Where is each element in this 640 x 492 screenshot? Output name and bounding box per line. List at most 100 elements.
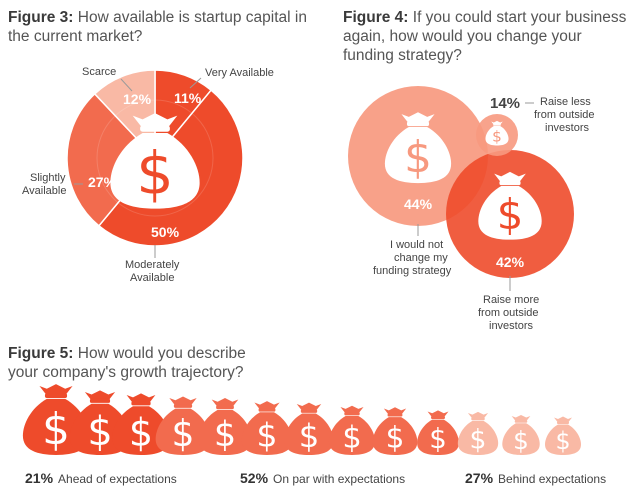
growth-bag-5-tie bbox=[216, 405, 234, 410]
label-moderately-2: Available bbox=[130, 272, 175, 284]
label-scarce: Scarce bbox=[82, 66, 117, 78]
label-slightly-1: Slightly bbox=[30, 172, 66, 184]
label-nochange-2: change my bbox=[394, 252, 448, 264]
pie-center-bag-tie bbox=[140, 125, 170, 132]
label-raise-less-2: from outside bbox=[534, 109, 595, 121]
growth-bag-3-knot bbox=[126, 393, 156, 403]
bubble-less-bag-dollar: $ bbox=[492, 128, 502, 146]
growth-bag-5: $ bbox=[198, 398, 252, 455]
growth-bag-2-tie bbox=[89, 398, 111, 403]
growth-bag-12-dollar: $ bbox=[513, 426, 529, 455]
growth-bag-1-knot bbox=[39, 384, 73, 395]
figure4-title: Figure 4: If you could start your busine… bbox=[343, 8, 633, 65]
bubble-nochange-bag-tie bbox=[406, 121, 430, 127]
figure4-question-line3: funding strategy? bbox=[343, 47, 462, 64]
growth-bag-11: $ bbox=[457, 411, 499, 455]
growth-bag-11-body bbox=[457, 420, 499, 455]
growth-bag-12: $ bbox=[502, 414, 540, 455]
figure4-label: Figure 4: bbox=[343, 9, 409, 26]
growth-bag-8: $ bbox=[328, 405, 376, 455]
label-slightly-2: Available bbox=[22, 185, 67, 197]
label-very-available: Very Available bbox=[205, 67, 274, 79]
growth-bag-4-knot bbox=[169, 396, 197, 405]
bubble-nochange-bag-dollar: $ bbox=[404, 132, 432, 183]
figure4-bubble-chart: $ $ $ bbox=[348, 86, 574, 278]
label-nochange-3: funding strategy bbox=[373, 265, 452, 277]
label-raise-more-1: Raise more bbox=[483, 294, 540, 306]
growth-bag-11-tie bbox=[471, 417, 485, 421]
pie-inner-ring bbox=[96, 99, 214, 217]
growth-bag-7-tie bbox=[300, 409, 318, 413]
label-raise-less-1: Raise less bbox=[540, 96, 591, 108]
growth-bag-8-dollar: $ bbox=[342, 420, 361, 455]
pie-pct-slightly: 27% bbox=[88, 174, 117, 190]
growth-bag-6-tie bbox=[258, 408, 276, 412]
figure5-question-line2: your company's growth trajectory? bbox=[8, 364, 244, 381]
growth-bag-13: $ bbox=[545, 416, 581, 455]
bubble-less-bag-knot bbox=[491, 120, 503, 125]
legend-behind-text: Behind expectations bbox=[498, 472, 607, 486]
growth-bag-7-body bbox=[284, 413, 334, 455]
leader-scarce bbox=[120, 78, 133, 92]
bubble-nochange-bag: $ bbox=[384, 112, 452, 184]
legend-behind-pct: 27% bbox=[465, 470, 494, 486]
bubble-less-bag: $ bbox=[485, 120, 509, 146]
figure3-title: Figure 3: How available is startup capit… bbox=[8, 8, 338, 46]
growth-bag-9-tie bbox=[387, 413, 403, 417]
growth-bag-8-tie bbox=[344, 412, 360, 416]
growth-bag-3-dollar: $ bbox=[129, 410, 153, 454]
pie-center-bag: $ bbox=[110, 113, 200, 209]
bubble-more-bag-body bbox=[478, 186, 542, 240]
growth-bag-3-body bbox=[112, 406, 170, 456]
bubble-nochange-bag-knot bbox=[401, 112, 435, 123]
growth-bag-2-knot bbox=[84, 390, 116, 400]
growth-bag-4-dollar: $ bbox=[172, 413, 195, 455]
growth-bag-11-dollar: $ bbox=[470, 424, 487, 455]
pie-center-bag-dollar: $ bbox=[136, 139, 173, 208]
growth-bag-1-tie bbox=[44, 393, 68, 398]
growth-bag-4-body bbox=[155, 408, 211, 456]
growth-bag-5-body bbox=[198, 409, 252, 455]
growth-bag-9-knot bbox=[383, 407, 407, 415]
growth-bag-13-dollar: $ bbox=[555, 427, 570, 455]
figure3-question-line2: the current market? bbox=[8, 28, 143, 45]
growth-bag-13-tie bbox=[557, 421, 569, 424]
growth-bag-9-dollar: $ bbox=[386, 421, 405, 455]
figure5-bag-row: $ $ $ $ $ $ $ $ $ $ $ $ $ bbox=[22, 384, 581, 456]
label-raise-more-2: from outside bbox=[478, 307, 539, 319]
growth-bag-9: $ bbox=[372, 407, 418, 455]
growth-bag-7-knot bbox=[296, 402, 322, 411]
bubble-more-bag-knot bbox=[494, 171, 526, 182]
label-raise-more-3: investors bbox=[489, 320, 534, 332]
leader-lines bbox=[74, 77, 534, 291]
figure5-label: Figure 5: bbox=[8, 345, 74, 362]
growth-bag-6-knot bbox=[254, 401, 280, 409]
pie-center-bag-body bbox=[110, 133, 200, 209]
growth-bag-2-dollar: $ bbox=[87, 409, 112, 455]
growth-bag-6-body bbox=[241, 412, 293, 455]
growth-bag-12-knot bbox=[511, 414, 531, 421]
bubble-pct-more: 42% bbox=[496, 254, 525, 270]
growth-bag-4-tie bbox=[173, 404, 193, 408]
growth-bag-13-knot bbox=[554, 416, 572, 422]
figure3-label: Figure 3: bbox=[8, 9, 74, 26]
figure3-question-line1: How available is startup capital in bbox=[77, 9, 307, 26]
growth-bag-6: $ bbox=[241, 401, 293, 455]
leader-very-available bbox=[189, 77, 202, 89]
bubble-less-bag-tie bbox=[493, 124, 501, 126]
legend-ahead: 21% Ahead of expectations bbox=[25, 470, 177, 486]
legend-ahead-pct: 21% bbox=[25, 470, 54, 486]
growth-bag-5-dollar: $ bbox=[214, 414, 236, 455]
legend-on-par-pct: 52% bbox=[240, 470, 269, 486]
growth-bag-7: $ bbox=[284, 402, 334, 455]
label-moderately-1: Moderately bbox=[125, 259, 180, 271]
growth-bag-12-body bbox=[502, 423, 540, 455]
growth-bag-10-tie bbox=[431, 416, 445, 420]
growth-bag-3: $ bbox=[112, 393, 170, 456]
label-raise-less-3: investors bbox=[545, 122, 590, 134]
bubble-pct-less: 14% bbox=[490, 95, 521, 112]
figure4-question-line2: again, how would you change your bbox=[343, 28, 582, 45]
growth-bag-10-dollar: $ bbox=[429, 423, 447, 455]
figure4-question-line1: If you could start your business bbox=[412, 9, 627, 26]
